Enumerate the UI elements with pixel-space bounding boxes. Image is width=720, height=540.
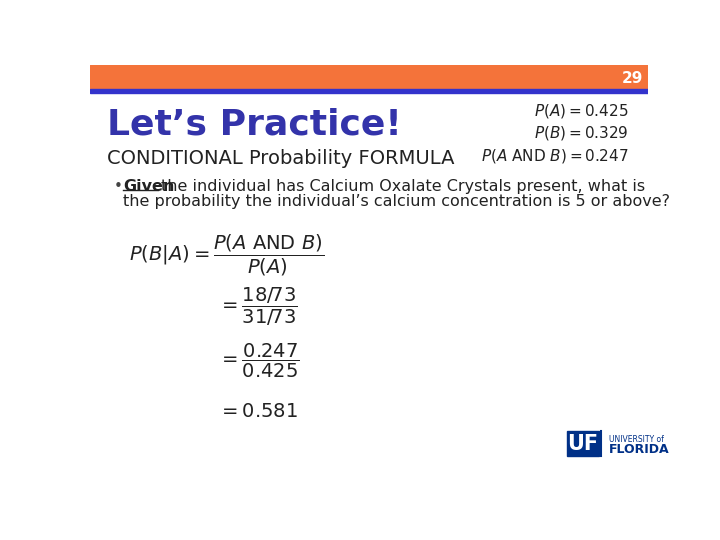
Text: UNIVERSITY of: UNIVERSITY of — [609, 435, 664, 443]
Text: $= \dfrac{18/73}{31/73}$: $= \dfrac{18/73}{31/73}$ — [218, 286, 297, 328]
Bar — [90, 90, 648, 93]
Text: the probability the individual’s calcium concentration is 5 or above?: the probability the individual’s calcium… — [123, 194, 670, 208]
Text: $= \dfrac{0.247}{0.425}$: $= \dfrac{0.247}{0.425}$ — [218, 342, 300, 380]
Bar — [567, 431, 599, 456]
Text: $P(B) = 0.329$: $P(B) = 0.329$ — [534, 124, 629, 141]
Text: Given: Given — [123, 179, 175, 194]
Text: $= 0.581$: $= 0.581$ — [218, 402, 298, 421]
Text: FLORIDA: FLORIDA — [609, 443, 670, 456]
Text: 29: 29 — [622, 71, 643, 86]
Text: •: • — [113, 179, 122, 194]
Text: UF: UF — [567, 434, 598, 454]
Text: $P(B|A) = \dfrac{P(A\ \mathrm{AND}\ B)}{P(A)}$: $P(B|A) = \dfrac{P(A\ \mathrm{AND}\ B)}{… — [129, 233, 324, 278]
Text: CONDITIONAL Probability FORMULA: CONDITIONAL Probability FORMULA — [107, 149, 454, 168]
Text: Let’s Practice!: Let’s Practice! — [107, 108, 402, 142]
Text: the individual has Calcium Oxalate Crystals present, what is: the individual has Calcium Oxalate Cryst… — [161, 179, 644, 194]
Text: $P(A\ \mathrm{AND}\ B) = 0.247$: $P(A\ \mathrm{AND}\ B) = 0.247$ — [481, 147, 629, 165]
Bar — [90, 65, 648, 90]
Text: $P(A) = 0.425$: $P(A) = 0.425$ — [534, 102, 629, 120]
